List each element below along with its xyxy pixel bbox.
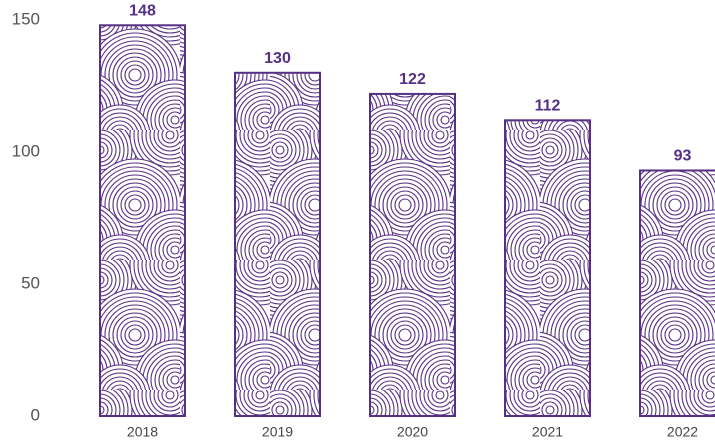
data-label: 93: [674, 148, 692, 165]
bar: [369, 92, 456, 417]
x-tick-label: 2022: [667, 424, 698, 440]
x-tick-label: 2021: [532, 424, 563, 440]
data-label: 148: [129, 2, 156, 19]
x-tick-label: 2018: [127, 424, 158, 440]
y-tick-label: 0: [31, 405, 40, 424]
data-label: 112: [535, 98, 561, 115]
y-tick-label: 100: [12, 141, 40, 160]
y-tick-label: 50: [21, 273, 40, 292]
x-tick-label: 2020: [397, 424, 428, 440]
data-label: 122: [399, 71, 426, 88]
bar: [504, 119, 591, 417]
bar: [99, 24, 186, 418]
x-tick-label: 2019: [262, 424, 293, 440]
data-label: 130: [264, 50, 291, 67]
bar: [234, 71, 321, 418]
bar: [639, 169, 715, 417]
y-tick-label: 150: [12, 9, 40, 28]
